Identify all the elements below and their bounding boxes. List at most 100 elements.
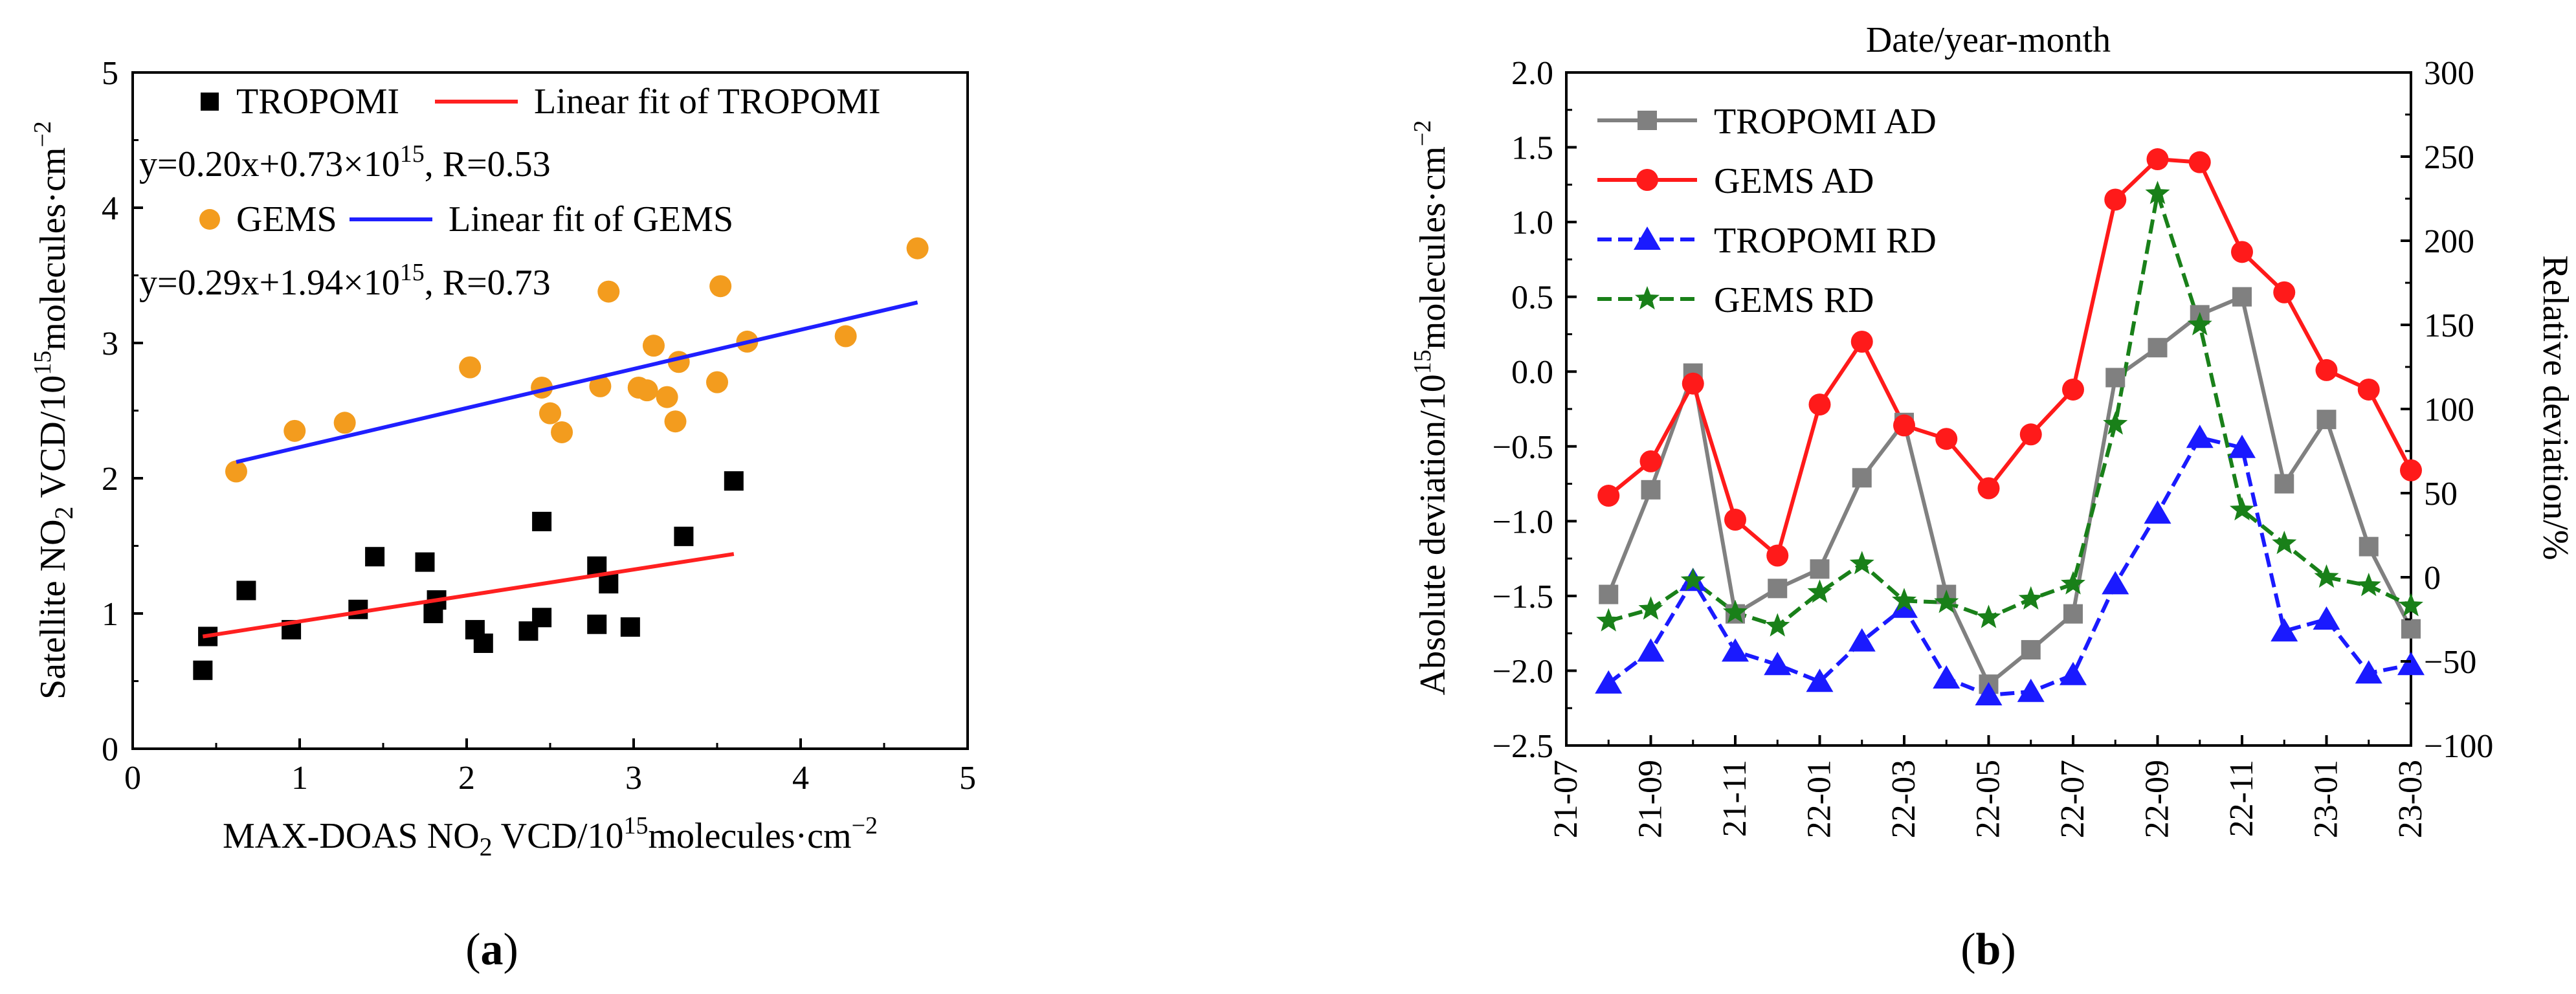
- data-point-gems: [664, 410, 687, 433]
- data-point-gems: [333, 412, 356, 434]
- panel-a-label: (a): [465, 925, 518, 975]
- data-point-gems-rd: [1849, 551, 1874, 575]
- panel-a-x-tick-label: 1: [291, 760, 308, 797]
- data-point-tropomi-rd: [1848, 628, 1876, 652]
- data-point-tropomi-rd: [1975, 682, 2003, 705]
- data-point-gems-ad: [2231, 241, 2253, 263]
- data-point-gems: [459, 356, 482, 379]
- data-point-gems-ad: [2273, 281, 2296, 304]
- panel-b-left-tick-label: −1.5: [1493, 579, 1553, 615]
- panel-a-y-tick-label: 3: [102, 326, 118, 362]
- panel-b-right-tick-label: 150: [2424, 307, 2474, 344]
- data-point-gems: [706, 371, 728, 393]
- data-point-tropomi-rd: [2355, 660, 2382, 684]
- data-point-tropomi-rd: [2017, 678, 2045, 702]
- legend-label-gems-fit: Linear fit of GEMS: [449, 199, 733, 239]
- panel-b-right-y-axis-label: Relative deviation/%: [2535, 255, 2575, 560]
- data-point-tropomi-ad: [1810, 559, 1830, 579]
- panel-b-plot-frame: [1565, 71, 2412, 747]
- data-point-tropomi-rd: [2144, 500, 2171, 524]
- data-point-gems-ad: [2146, 148, 2169, 171]
- panel-b-x-tick-label: 22-11: [2223, 760, 2260, 837]
- panel-b-right-tick-label: 300: [2424, 55, 2474, 92]
- data-point-gems: [642, 335, 665, 357]
- data-point-gems-ad: [2104, 188, 2127, 211]
- panel-a-legend: TROPOMI Linear fit of TROPOMI y=0.20x+0.…: [139, 82, 881, 303]
- panel-a-data-points: [193, 237, 929, 680]
- data-point-gems-ad: [1977, 477, 2000, 500]
- data-point-tropomi-rd: [2313, 606, 2340, 630]
- panel-a-y-axis-label: Satellite NO2 VCD/1015molecules·cm−2: [29, 121, 78, 700]
- data-point-gems-rd: [2314, 564, 2339, 588]
- panel-a-y-tick-label: 5: [102, 55, 118, 92]
- data-point-gems-rd: [1892, 588, 1916, 612]
- data-point-tropomi: [365, 547, 385, 567]
- data-point-gems: [636, 379, 658, 402]
- data-point-tropomi: [599, 574, 619, 594]
- data-point-tropomi-rd: [1722, 638, 1749, 662]
- data-point-gems: [539, 402, 561, 425]
- data-point-tropomi: [724, 471, 744, 491]
- panel-b-left-y-axis-label: Absolute deviation/1015molecules·cm−2: [1409, 120, 1453, 696]
- data-point-gems-rd: [1638, 596, 1663, 620]
- data-point-gems: [709, 275, 732, 298]
- data-point-gems: [656, 386, 678, 408]
- data-point-tropomi: [236, 580, 256, 601]
- legend-label-tropomi: TROPOMI: [236, 82, 399, 122]
- panel-a-x-tick-label: 5: [959, 760, 976, 797]
- data-point-tropomi-rd: [2060, 661, 2087, 685]
- data-point-gems-rd: [2145, 181, 2170, 204]
- data-point-gems-ad: [1724, 509, 1746, 531]
- data-point-gems-ad: [2357, 378, 2380, 401]
- data-point-tropomi-rd: [2397, 652, 2425, 676]
- data-point-gems-ad: [1639, 450, 1662, 472]
- data-point-gems-rd: [1680, 568, 1705, 591]
- panel-b-right-tick-label: −50: [2424, 644, 2476, 681]
- series-line-tropomi-rd: [1607, 436, 2412, 697]
- data-point-gems-ad: [2188, 151, 2211, 173]
- data-point-tropomi: [532, 511, 552, 531]
- series-line-gems-ad: [1607, 157, 2413, 558]
- data-point-gems: [589, 375, 612, 397]
- panel-a-scatter-chart: 0 1 2 3 4 5 0 1 2 3 4 5 TROPOMI Linear fit of TROP…: [29, 55, 976, 975]
- data-point-tropomi-rd: [1595, 670, 1623, 694]
- panel-b-left-tick-label: 1.0: [1511, 204, 1553, 241]
- data-point-gems-ad: [2400, 459, 2422, 481]
- legend-marker-tropomi: [201, 93, 219, 111]
- data-point-gems-rd: [2399, 593, 2423, 617]
- data-point-gems-ad: [1850, 331, 1873, 353]
- panel-b-legend: TROPOMI AD GEMS AD TROPOMI RD GEMS RD: [1597, 102, 1937, 320]
- panel-a-y-tick-label: 4: [102, 190, 118, 227]
- data-point-gems-rd: [1976, 604, 2001, 628]
- data-point-gems: [551, 421, 573, 443]
- panel-b-x-tick-label: 22-05: [1970, 760, 2007, 838]
- panel-a-x-tick-label: 0: [124, 760, 141, 797]
- legend-marker-tropomi-rd: [1634, 226, 1661, 250]
- legend-label-tropomi-rd: TROPOMI RD: [1714, 221, 1937, 261]
- data-point-gems-rd: [2103, 411, 2128, 435]
- data-point-gems-ad: [1597, 485, 1620, 507]
- data-point-tropomi-rd: [1806, 668, 1834, 692]
- data-point-tropomi-rd: [2271, 618, 2298, 642]
- panel-b-label: (b): [1960, 925, 2016, 975]
- data-point-gems: [597, 280, 620, 303]
- panel-b-left-tick-label: −2.5: [1493, 728, 1553, 765]
- panel-b-right-tick-label: 0: [2424, 560, 2441, 597]
- legend-label-tropomi-fit: Linear fit of TROPOMI: [534, 82, 881, 122]
- panel-b-left-tick-label: 1.5: [1511, 130, 1553, 167]
- data-point-tropomi-ad: [1599, 584, 1619, 604]
- panel-b-right-tick-label: −100: [2424, 728, 2493, 765]
- legend-label-gems: GEMS: [236, 199, 337, 239]
- data-point-tropomi: [674, 526, 694, 546]
- panel-b-left-tick-label: −2.0: [1493, 653, 1553, 690]
- panel-b-left-tick-label: 0.0: [1511, 354, 1553, 391]
- legend-marker-gems: [199, 209, 220, 230]
- data-point-tropomi: [620, 617, 640, 637]
- data-point-gems: [283, 419, 306, 442]
- data-point-gems-rd: [1807, 579, 1832, 603]
- data-point-tropomi-ad: [2105, 368, 2126, 388]
- data-point-gems-ad: [1893, 414, 1915, 437]
- legend-label-gems-rd: GEMS RD: [1714, 280, 1874, 320]
- equation-gems: y=0.29x+1.94×1015, R=0.73: [139, 259, 551, 303]
- legend-marker-tropomi-ad: [1638, 111, 1657, 130]
